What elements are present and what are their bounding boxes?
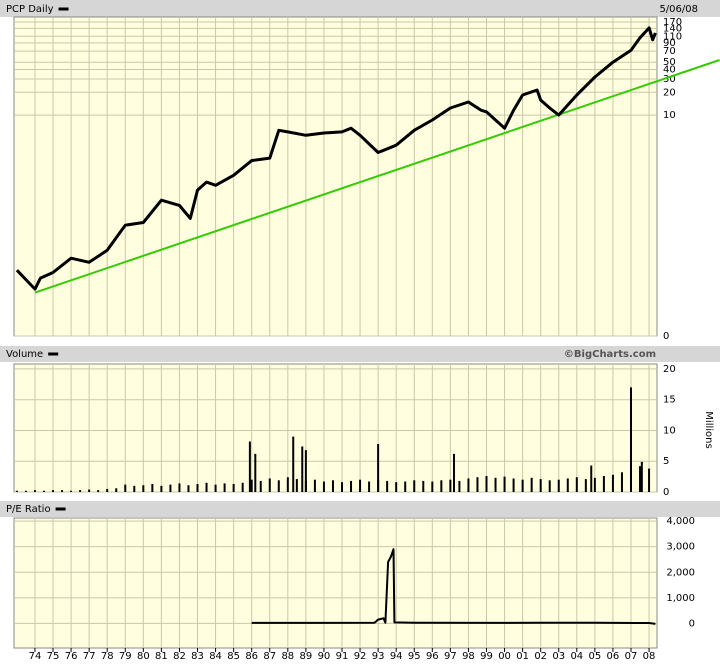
header-bar xyxy=(0,0,720,17)
x-tick-label: 74 xyxy=(29,651,42,662)
x-tick-label: 06 xyxy=(607,651,620,662)
x-tick-label: 85 xyxy=(227,651,240,662)
y-axis-label: Millions xyxy=(703,411,714,448)
x-tick-label: 86 xyxy=(245,651,258,662)
y-tick-label: 110 xyxy=(663,31,682,42)
x-tick-label: 95 xyxy=(408,651,421,662)
trendline xyxy=(34,59,720,294)
y-tick-label: 3,000 xyxy=(666,542,695,553)
y-tick-label: 30 xyxy=(663,74,676,85)
y-tick-label: 70 xyxy=(663,46,676,57)
panel-title: P/E Ratio xyxy=(6,504,51,515)
header-bar xyxy=(0,346,720,362)
credit: ©BigCharts.com xyxy=(564,349,656,360)
y-tick-label: 40 xyxy=(663,65,676,76)
x-tick-label: 08 xyxy=(643,651,656,662)
date: 5/06/08 xyxy=(659,4,698,15)
x-tick-label: 05 xyxy=(589,651,602,662)
series-line xyxy=(251,548,656,625)
x-tick-label: 94 xyxy=(390,651,403,662)
x-tick-label: 04 xyxy=(570,651,583,662)
y-tick-label: 0 xyxy=(663,487,669,498)
x-tick-label: 83 xyxy=(191,651,204,662)
x-tick-label: 78 xyxy=(101,651,114,662)
y-tick-label: 90 xyxy=(663,38,676,49)
x-tick-label: 91 xyxy=(336,651,349,662)
y-tick-label: 20 xyxy=(663,364,676,375)
y-tick-label: 15 xyxy=(663,395,676,406)
y-tick-label: 140 xyxy=(663,23,682,34)
y-tick-label: 5 xyxy=(663,456,669,467)
x-tick-label: 77 xyxy=(83,651,96,662)
x-tick-label: 00 xyxy=(498,651,511,662)
x-tick-label: 80 xyxy=(137,651,150,662)
x-tick-label: 96 xyxy=(426,651,439,662)
series-line xyxy=(15,26,657,291)
y-tick-label: 20 xyxy=(663,87,676,98)
x-tick-label: 92 xyxy=(354,651,367,662)
plot-area xyxy=(13,517,658,649)
plot-area xyxy=(13,363,658,493)
x-tick-label: 88 xyxy=(281,651,294,662)
x-tick-label: 97 xyxy=(444,651,457,662)
header-bar xyxy=(0,501,720,517)
x-tick-label: 02 xyxy=(534,651,547,662)
panel-title: PCP Daily xyxy=(6,4,54,15)
x-tick-label: 89 xyxy=(300,651,313,662)
x-tick-label: 07 xyxy=(625,651,638,662)
x-tick-label: 01 xyxy=(516,651,529,662)
y-tick-label: 50 xyxy=(663,57,676,68)
y-tick-label: 1,000 xyxy=(666,593,695,604)
y-tick-label: 0 xyxy=(663,331,669,342)
legend-swatch xyxy=(48,352,59,356)
x-tick-label: 76 xyxy=(65,651,78,662)
x-tick-label: 90 xyxy=(318,651,331,662)
y-tick-label: 2,000 xyxy=(666,567,695,578)
y-tick-label: 10 xyxy=(663,110,676,121)
y-tick-label: 10 xyxy=(663,425,676,436)
plot-area xyxy=(13,16,658,337)
x-tick-label: 99 xyxy=(480,651,493,662)
y-tick-label: 170 xyxy=(663,17,682,28)
x-tick-label: 03 xyxy=(552,651,565,662)
x-tick-label: 81 xyxy=(155,651,168,662)
x-tick-label: 93 xyxy=(372,651,385,662)
x-tick-label: 79 xyxy=(119,651,132,662)
panel-title: Volume xyxy=(6,349,43,360)
x-tick-label: 82 xyxy=(173,651,186,662)
x-tick-label: 75 xyxy=(47,651,60,662)
legend-swatch xyxy=(55,507,66,511)
y-tick-label: 0 xyxy=(689,618,695,629)
x-tick-label: 87 xyxy=(263,651,276,662)
legend-swatch xyxy=(58,7,69,11)
x-tick-label: 98 xyxy=(462,651,475,662)
x-tick-label: 84 xyxy=(209,651,222,662)
y-tick-label: 4,000 xyxy=(666,516,695,527)
